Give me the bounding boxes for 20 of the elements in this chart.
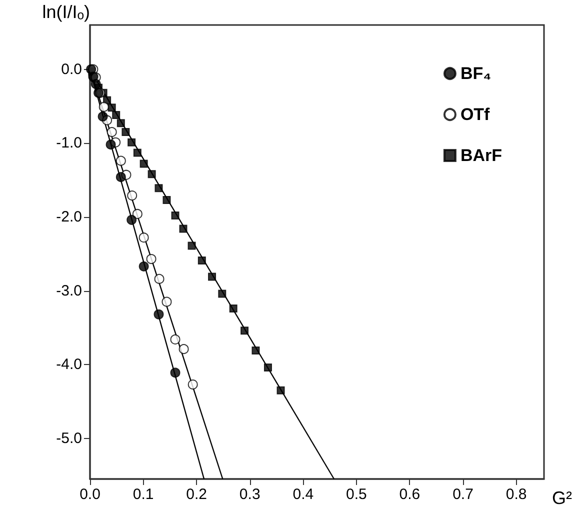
legend-label: BArF <box>460 146 502 165</box>
y-axis-title: ln(I/Iₒ) <box>42 2 90 22</box>
x-tick-label: 0.5 <box>346 486 367 503</box>
x-tick-label: 0.8 <box>506 486 527 503</box>
legend-label: BF₄ <box>460 64 492 83</box>
x-tick-label: 0.0 <box>80 486 100 503</box>
y-tick-label: 0.0 <box>61 60 82 78</box>
x-tick-label: 0.3 <box>239 486 260 503</box>
legend-label: OTf <box>460 105 490 124</box>
x-tick-label: 0.4 <box>292 486 314 503</box>
y-tick-label: -4.0 <box>56 356 82 374</box>
y-tick-label: -1.0 <box>56 134 82 152</box>
x-axis-title: G² <box>552 488 572 508</box>
x-tick-label: 0.1 <box>132 486 154 503</box>
y-tick-label: -5.0 <box>56 430 82 447</box>
x-tick-label: 0.6 <box>399 486 420 503</box>
y-tick-label: -3.0 <box>56 282 82 300</box>
y-tick-label: -2.0 <box>56 208 82 226</box>
x-tick-label: 0.7 <box>452 486 474 503</box>
x-tick-label: 0.2 <box>186 486 207 503</box>
